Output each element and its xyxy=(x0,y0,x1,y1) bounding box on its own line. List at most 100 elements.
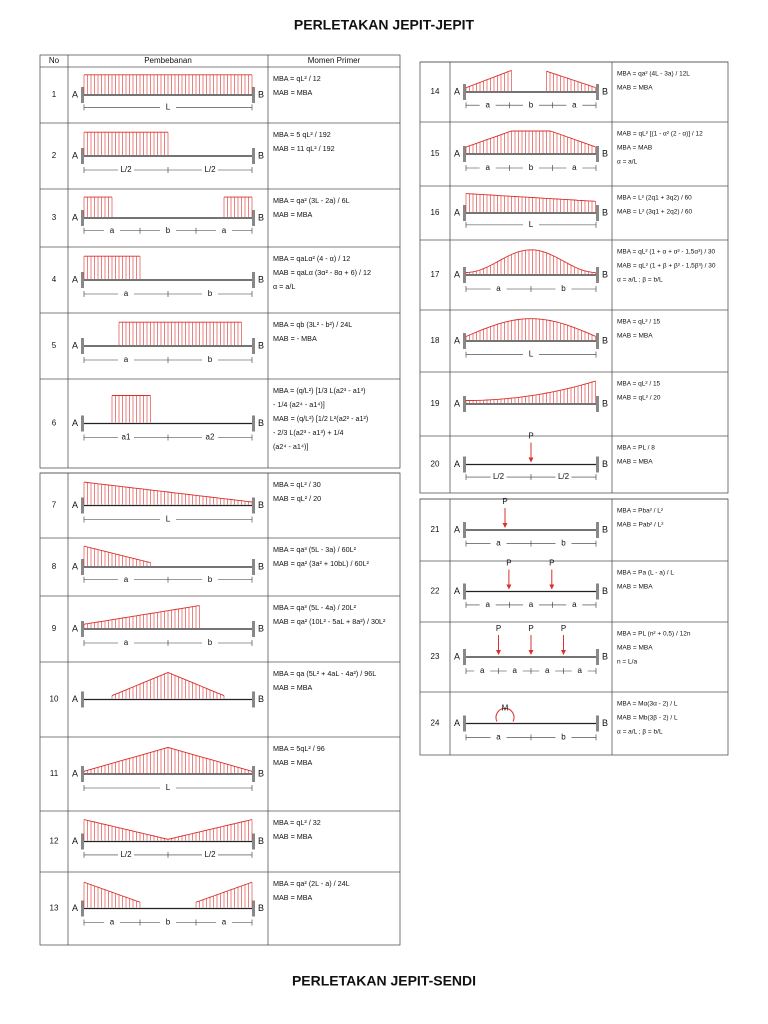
row-number: 1 xyxy=(52,90,57,99)
fixed-support xyxy=(81,766,84,782)
dimension-label-bg xyxy=(202,433,218,442)
dimension-label: a xyxy=(124,289,129,298)
dimension-label: a2 xyxy=(206,433,215,442)
dimension-label-bg xyxy=(474,667,491,675)
load-outline xyxy=(465,193,596,202)
support-label: A xyxy=(454,86,460,96)
formula-line: MAB = MBA xyxy=(617,333,653,340)
support-label: A xyxy=(454,651,460,661)
fixed-support xyxy=(81,338,84,354)
fixed-support xyxy=(596,84,599,100)
dimension-label-bg xyxy=(555,285,572,293)
dimension-label-bg xyxy=(555,539,572,548)
dimension-label-bg xyxy=(160,784,176,792)
dimension-label-bg xyxy=(566,600,583,609)
fixed-support xyxy=(252,621,255,637)
column-header: Pembebanan xyxy=(144,56,192,65)
row-number: 16 xyxy=(431,208,440,217)
dimension-label: a xyxy=(496,732,501,741)
support-label: A xyxy=(72,418,78,428)
formula-line: MBA = qL² / 32 xyxy=(273,818,321,827)
formula-line: MBA = qaLα² (4 - α) / 12 xyxy=(273,254,350,263)
support-label: A xyxy=(454,207,460,217)
fixed-support xyxy=(252,691,255,708)
row-number: 15 xyxy=(431,149,440,158)
dimension-label: a xyxy=(578,666,583,675)
formula-line: (a2⁴ - a1⁴)] xyxy=(273,442,308,451)
dimension-label-bg xyxy=(490,473,507,482)
row-number: 13 xyxy=(50,904,59,913)
formula-line: MAB = MBA xyxy=(617,459,653,466)
dimension-label-bg xyxy=(523,350,539,359)
dimension-label: L/2 xyxy=(120,165,132,174)
fixed-support xyxy=(463,146,466,162)
fixed-support xyxy=(81,415,84,432)
dimension-label: L/2 xyxy=(493,472,505,481)
dimension-label-bg xyxy=(160,918,176,927)
dimension-label: L/2 xyxy=(204,850,216,859)
dimension-label: L/2 xyxy=(204,165,216,174)
support-label: B xyxy=(258,340,264,350)
load-label: P xyxy=(496,624,501,633)
formula-line: MAB = MBA xyxy=(273,832,313,841)
load-outline xyxy=(83,881,141,903)
dimension-label-bg xyxy=(555,473,572,482)
support-label: A xyxy=(72,836,78,846)
support-label: A xyxy=(72,340,78,350)
row-number: 11 xyxy=(50,769,59,778)
load-outline xyxy=(465,318,596,337)
fixed-support xyxy=(596,522,599,538)
row-number: 17 xyxy=(431,270,440,279)
dimension-label-bg xyxy=(523,101,539,110)
load-label: P xyxy=(502,497,507,506)
support-label: B xyxy=(258,274,264,284)
formula-line: MBA = qa³ (5L - 3a) / 60L² xyxy=(273,545,357,554)
dimension-label: L/2 xyxy=(558,472,570,481)
dimension-label: a xyxy=(485,163,490,172)
dimension-label: b xyxy=(208,638,213,647)
dimension-label-bg xyxy=(160,515,176,524)
fixed-support xyxy=(463,267,466,283)
formula-line: α = a/L xyxy=(273,282,295,291)
support-label: B xyxy=(258,212,264,222)
formula-line: MAB = MBA xyxy=(617,584,653,591)
support-label: B xyxy=(258,500,264,510)
dimension-label-bg xyxy=(160,226,176,235)
dimension-label-bg xyxy=(118,639,134,647)
support-label: A xyxy=(72,768,78,778)
dimension-label-bg xyxy=(202,850,218,859)
dimension-label: a xyxy=(485,100,490,109)
fixed-support xyxy=(463,456,466,473)
fixed-support xyxy=(252,87,255,103)
dimension-label-bg xyxy=(104,918,120,927)
row-number: 7 xyxy=(52,501,57,510)
fixed-support xyxy=(81,272,84,288)
load-label: P xyxy=(528,432,533,441)
formula-line: MAB = L² (3q1 + 2q2) / 60 xyxy=(617,209,693,216)
formula-line: MBA = qL² (1 + α + α² - 1,5α³) / 30 xyxy=(617,249,716,256)
dimension-label-bg xyxy=(118,850,134,859)
support-label: B xyxy=(602,586,608,596)
arrow-head xyxy=(496,650,501,655)
formula-line: MAB = MBA xyxy=(273,683,313,692)
support-label: A xyxy=(72,561,78,571)
fixed-support xyxy=(81,559,84,575)
support-label: B xyxy=(602,148,608,158)
load-outline xyxy=(83,481,253,503)
formula-line: MAB = MBA xyxy=(273,88,313,97)
support-label: B xyxy=(258,768,264,778)
dimension-label-bg xyxy=(202,356,218,364)
row-number: 22 xyxy=(431,587,440,596)
support-label: A xyxy=(454,398,460,408)
support-label: A xyxy=(72,903,78,913)
support-label: A xyxy=(72,500,78,510)
load-label: P xyxy=(528,624,533,633)
dimension-label-bg xyxy=(118,166,134,174)
formula-line: MBA = qa² (3L - 2a) / 6L xyxy=(273,196,350,205)
support-label: A xyxy=(72,623,78,633)
support-label: B xyxy=(602,86,608,96)
dimension-label: a xyxy=(572,100,577,109)
dimension-label-bg xyxy=(523,600,539,609)
fixed-support xyxy=(252,338,255,354)
dimension-label: a xyxy=(572,163,577,172)
